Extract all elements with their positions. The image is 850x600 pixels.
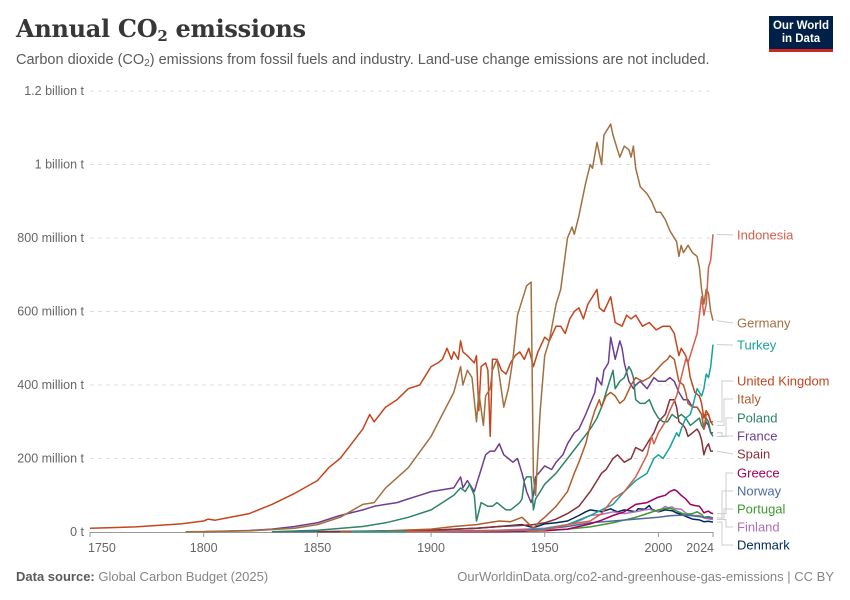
y-axis-tick-labels: 0 t 200 million t 400 million t 600 million… — [17, 84, 84, 539]
legend-label-greece[interactable]: Greece — [737, 466, 780, 481]
legend-connector — [717, 398, 733, 426]
owid-logo[interactable]: Our World in Data — [769, 16, 833, 52]
logo-line2: in Data — [781, 33, 821, 45]
legend-connector — [717, 521, 733, 546]
legend-label-denmark[interactable]: Denmark — [737, 538, 790, 553]
legend-connector — [716, 450, 734, 455]
y-tick-label: 1.2 billion t — [24, 84, 84, 98]
y-tick-label: 600 million t — [17, 305, 84, 319]
legend-connector — [717, 380, 733, 423]
x-tick-label: 1750 — [88, 541, 116, 555]
legend-connector — [717, 417, 733, 437]
series-line-poland[interactable] — [271, 365, 714, 533]
x-axis: 1750 1800 1850 1900 1950 2000 2024 — [88, 532, 714, 555]
legend-label-norway[interactable]: Norway — [737, 484, 782, 499]
series-line-france[interactable] — [203, 336, 713, 533]
legend-label-italy[interactable]: Italy — [737, 392, 761, 407]
x-tick-label: 1900 — [417, 541, 445, 555]
legend-label-turkey[interactable]: Turkey — [737, 338, 777, 353]
x-tick-label: 2000 — [645, 541, 673, 555]
logo-line1: Our World — [772, 20, 829, 32]
legend-label-france[interactable]: France — [737, 429, 777, 444]
series-line-indonesia[interactable] — [405, 234, 714, 533]
legend-connector — [716, 320, 734, 324]
legend-connector — [717, 519, 733, 528]
legend-label-poland[interactable]: Poland — [737, 411, 777, 426]
y-tick-label: 0 t — [70, 525, 84, 539]
x-tick-label: 1850 — [303, 541, 331, 555]
x-tick-label: 1800 — [190, 541, 218, 555]
series-line-united-kingdom[interactable] — [89, 288, 713, 530]
series-line-spain[interactable] — [317, 398, 713, 533]
line-legend: Indonesia Germany Turkey United Kingdom Ital… — [716, 228, 830, 553]
data-source: Data source: Global Carbon Budget (2025) — [16, 569, 268, 584]
legend-label-finland[interactable]: Finland — [737, 520, 780, 535]
x-tick-label: 2024 — [686, 541, 714, 555]
logo-accent-bar — [769, 49, 833, 52]
legend-label-indonesia[interactable]: Indonesia — [737, 228, 794, 243]
series-line-greece[interactable] — [431, 488, 714, 533]
y-tick-label: 200 million t — [17, 452, 84, 466]
source-url-link[interactable]: OurWorldinData.org/co2-and-greenhouse-ga… — [457, 569, 834, 584]
series-line-denmark[interactable] — [317, 504, 714, 533]
data-source-value: Global Carbon Budget (2025) — [94, 569, 269, 584]
chart-subtitle: Carbon dioxide (CO2) emissions from foss… — [16, 52, 710, 69]
legend-connector — [716, 233, 734, 236]
y-tick-label: 400 million t — [17, 378, 84, 392]
chart-title: Annual CO2 emissions — [16, 14, 306, 45]
legend-label-portugal[interactable]: Portugal — [737, 502, 786, 517]
series-line-italy[interactable] — [340, 354, 714, 533]
x-tick-label: 1950 — [531, 541, 559, 555]
legend-label-united-kingdom[interactable]: United Kingdom — [737, 374, 830, 389]
legend-label-spain[interactable]: Spain — [737, 447, 770, 462]
y-tick-label: 1 billion t — [35, 158, 85, 172]
legend-connector — [717, 472, 733, 515]
data-source-label: Data source: — [16, 569, 95, 584]
legend-connector — [717, 432, 733, 437]
series-line-germany[interactable] — [185, 123, 714, 533]
legend-label-germany[interactable]: Germany — [737, 316, 791, 331]
series-lines — [89, 123, 714, 533]
legend-connector — [717, 508, 733, 519]
y-tick-label: 800 million t — [17, 231, 84, 245]
